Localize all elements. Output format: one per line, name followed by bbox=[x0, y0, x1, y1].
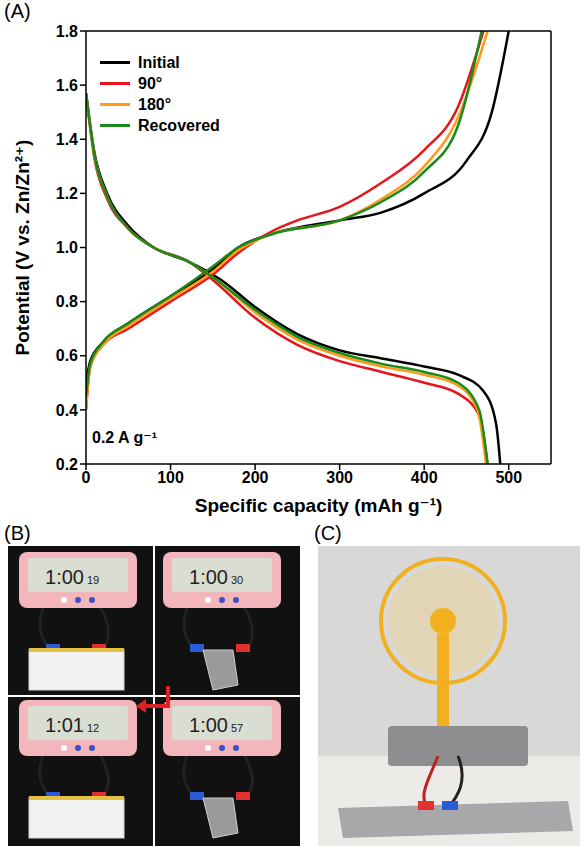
svg-text:0.8: 0.8 bbox=[56, 293, 78, 310]
svg-text:1.6: 1.6 bbox=[56, 77, 78, 94]
svg-text:300: 300 bbox=[326, 469, 353, 486]
svg-text:30: 30 bbox=[231, 574, 243, 586]
html-text:Initial: Initial bbox=[138, 54, 180, 71]
svg-text:1:00: 1:00 bbox=[189, 714, 228, 736]
svg-text:1.2: 1.2 bbox=[56, 185, 78, 202]
svg-text:200: 200 bbox=[242, 469, 269, 486]
html-text:180°: 180° bbox=[138, 96, 172, 113]
svg-text:0.2: 0.2 bbox=[56, 456, 78, 473]
html-text:Recovered: Recovered bbox=[138, 117, 220, 134]
html-text:(C): (C) bbox=[314, 522, 342, 544]
svg-text:0: 0 bbox=[82, 469, 91, 486]
svg-text:0.4: 0.4 bbox=[56, 402, 78, 419]
svg-text:Specific capacity (mAh g⁻¹): Specific capacity (mAh g⁻¹) bbox=[195, 495, 443, 516]
html-text:(A): (A) bbox=[4, 0, 31, 22]
svg-text:1:01: 1:01 bbox=[45, 714, 84, 736]
svg-text:57: 57 bbox=[231, 722, 243, 734]
svg-text:12: 12 bbox=[87, 722, 99, 734]
svg-text:1:00: 1:00 bbox=[189, 566, 228, 588]
svg-text:100: 100 bbox=[157, 469, 184, 486]
svg-text:Potential (V vs. Zn/Zn²⁺): Potential (V vs. Zn/Zn²⁺) bbox=[12, 140, 33, 356]
svg-text:19: 19 bbox=[87, 574, 99, 586]
html-text:90°: 90° bbox=[138, 75, 163, 92]
html-text:(B): (B) bbox=[4, 522, 31, 544]
svg-text:1.4: 1.4 bbox=[56, 131, 78, 148]
svg-text:0.6: 0.6 bbox=[56, 347, 78, 364]
html-text:0.2 A g⁻¹: 0.2 A g⁻¹ bbox=[92, 429, 157, 446]
svg-text:1:00: 1:00 bbox=[45, 566, 84, 588]
svg-text:400: 400 bbox=[411, 469, 438, 486]
svg-text:1.0: 1.0 bbox=[56, 239, 78, 256]
svg-text:1.8: 1.8 bbox=[56, 23, 78, 40]
svg-text:500: 500 bbox=[495, 469, 522, 486]
